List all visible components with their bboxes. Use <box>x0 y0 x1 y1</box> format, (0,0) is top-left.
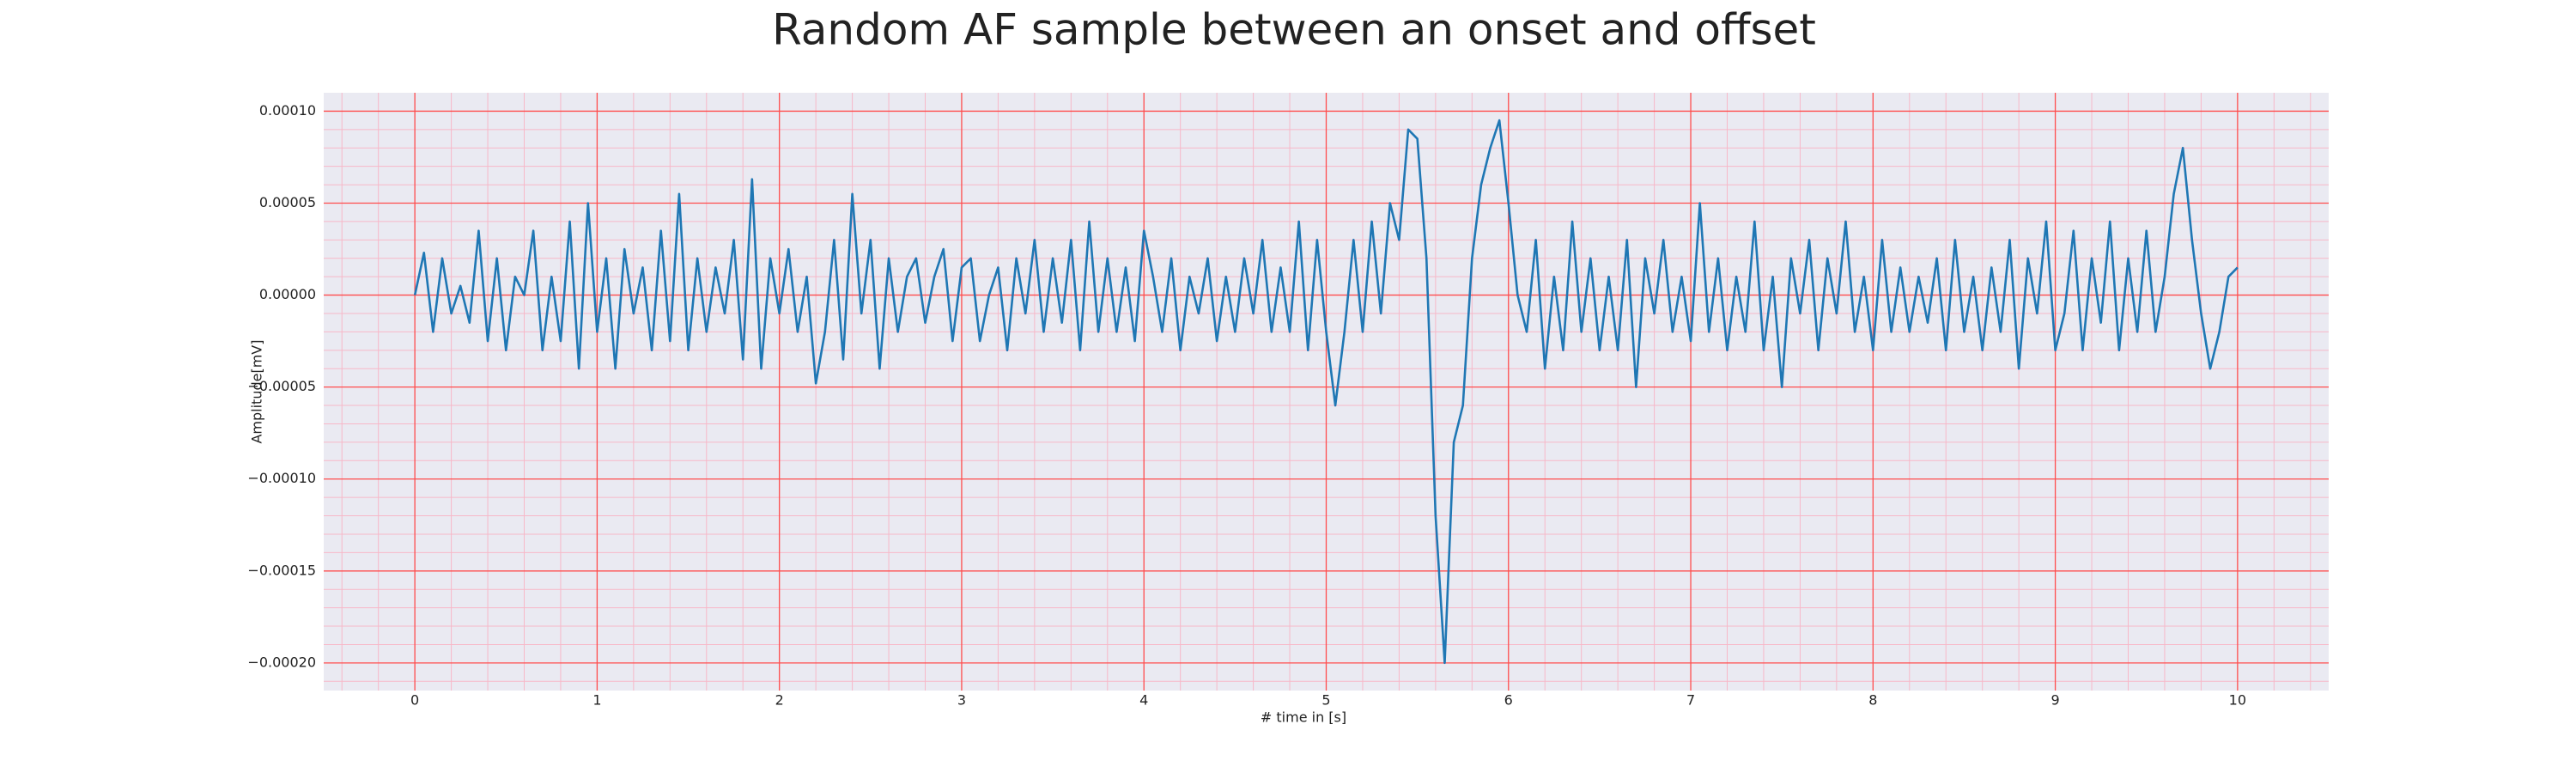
x-tick-label: 10 <box>2229 692 2246 709</box>
y-tick-label: 0.00005 <box>259 194 316 210</box>
y-tick-label: −0.00015 <box>247 562 316 578</box>
x-tick-label: 0 <box>410 692 419 709</box>
y-tick-label: −0.00010 <box>247 470 316 486</box>
y-tick-label: 0.00010 <box>259 102 316 119</box>
x-tick-label: 2 <box>775 692 784 709</box>
x-axis-label: # time in [s] <box>1261 709 1346 726</box>
x-tick-label: 6 <box>1504 692 1513 709</box>
x-tick-label: 8 <box>1868 692 1877 709</box>
y-axis-label: Amplitude[mV] <box>249 339 265 443</box>
y-tick-label: −0.00005 <box>247 378 316 394</box>
x-tick-label: 7 <box>1686 692 1695 709</box>
y-tick-label: 0.00000 <box>259 286 316 302</box>
signal-line <box>413 119 2239 665</box>
chart-title: Random AF sample between an onset and of… <box>772 5 1816 55</box>
x-tick-label: 3 <box>957 692 966 709</box>
x-tick-label: 4 <box>1139 692 1148 709</box>
x-tick-label: 9 <box>2050 692 2059 709</box>
y-tick-label: −0.00020 <box>247 654 316 670</box>
x-tick-label: 5 <box>1321 692 1330 709</box>
x-tick-label: 1 <box>592 692 601 709</box>
